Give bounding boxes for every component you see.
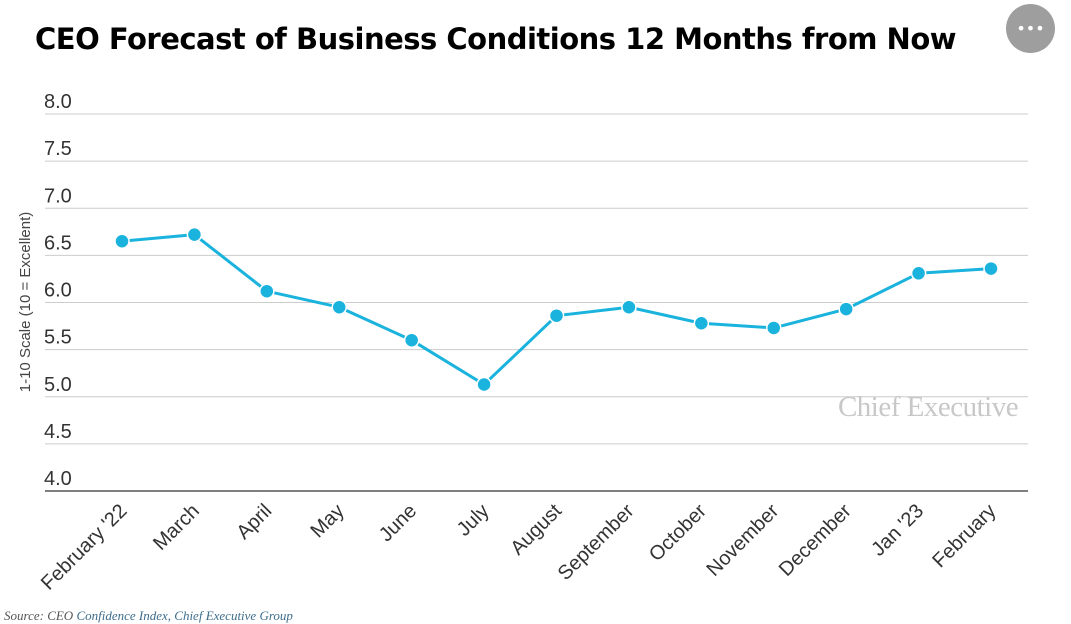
y-tick-label: 4.0 [44,468,72,490]
more-options-button[interactable]: ••• [1006,4,1055,53]
y-tick-label: 8.0 [44,91,72,113]
y-tick-label: 5.0 [44,374,72,396]
data-point[interactable] [331,299,347,315]
x-tick-label: August [506,500,566,560]
x-tick-label: December [775,500,856,581]
data-point[interactable] [476,376,492,393]
x-tick-labels: February '22 March April May June July AugustS… [37,500,1001,595]
y-tick-label: 4.5 [44,421,72,443]
line-chart: 8.0 7.5 7.0 6.5 6.0 5.5 5.0 4.5 4.0 1-10 Scale (… [17,91,1028,595]
x-tick-label: February '22 [37,500,132,595]
data-point[interactable] [910,265,927,282]
data-point[interactable] [186,226,203,243]
x-tick-label: June [375,500,421,546]
data-point[interactable] [693,315,710,331]
source-note: Source: CEO Confidence Index, Chief Exec… [4,608,293,624]
y-tick-label: 7.0 [44,185,72,207]
x-tick-label: April [233,500,277,544]
x-tick-label: October [645,500,711,566]
chief-executive-watermark: Chief Executive [838,391,1018,423]
data-point[interactable] [259,283,275,299]
y-axis-label: 1-10 Scale (10 = Excellent) [17,212,34,393]
data-points [114,226,999,393]
x-tick-label: September [554,500,639,585]
data-point[interactable] [114,233,130,249]
data-point[interactable] [766,320,782,336]
x-tick-label: July [453,500,494,541]
gridlines [45,113,1028,492]
data-point[interactable] [621,299,637,315]
data-point[interactable] [403,332,420,348]
more-dots-icon: ••• [1016,19,1045,38]
data-point[interactable] [838,301,854,317]
x-tick-label: May [307,500,349,542]
source-link[interactable]: Confidence Index, Chief Executive Group [76,608,293,623]
chart-title: CEO Forecast of Business Conditions 12 M… [35,22,957,56]
y-tick-labels: 8.0 7.5 7.0 6.5 6.0 5.5 5.0 4.5 4.0 [44,91,72,490]
x-tick-label: Jan '23 [867,500,928,561]
y-tick-label: 5.5 [44,327,72,349]
y-tick-label: 6.5 [44,232,72,254]
y-tick-label: 6.0 [44,280,72,302]
source-prefix: Source: CEO [4,608,77,623]
x-tick-label: March [149,500,204,555]
x-tick-label: February [928,500,1000,572]
data-point[interactable] [548,307,565,324]
data-point[interactable] [983,260,999,277]
y-tick-label: 7.5 [44,138,72,160]
x-tick-label: November [702,500,783,581]
